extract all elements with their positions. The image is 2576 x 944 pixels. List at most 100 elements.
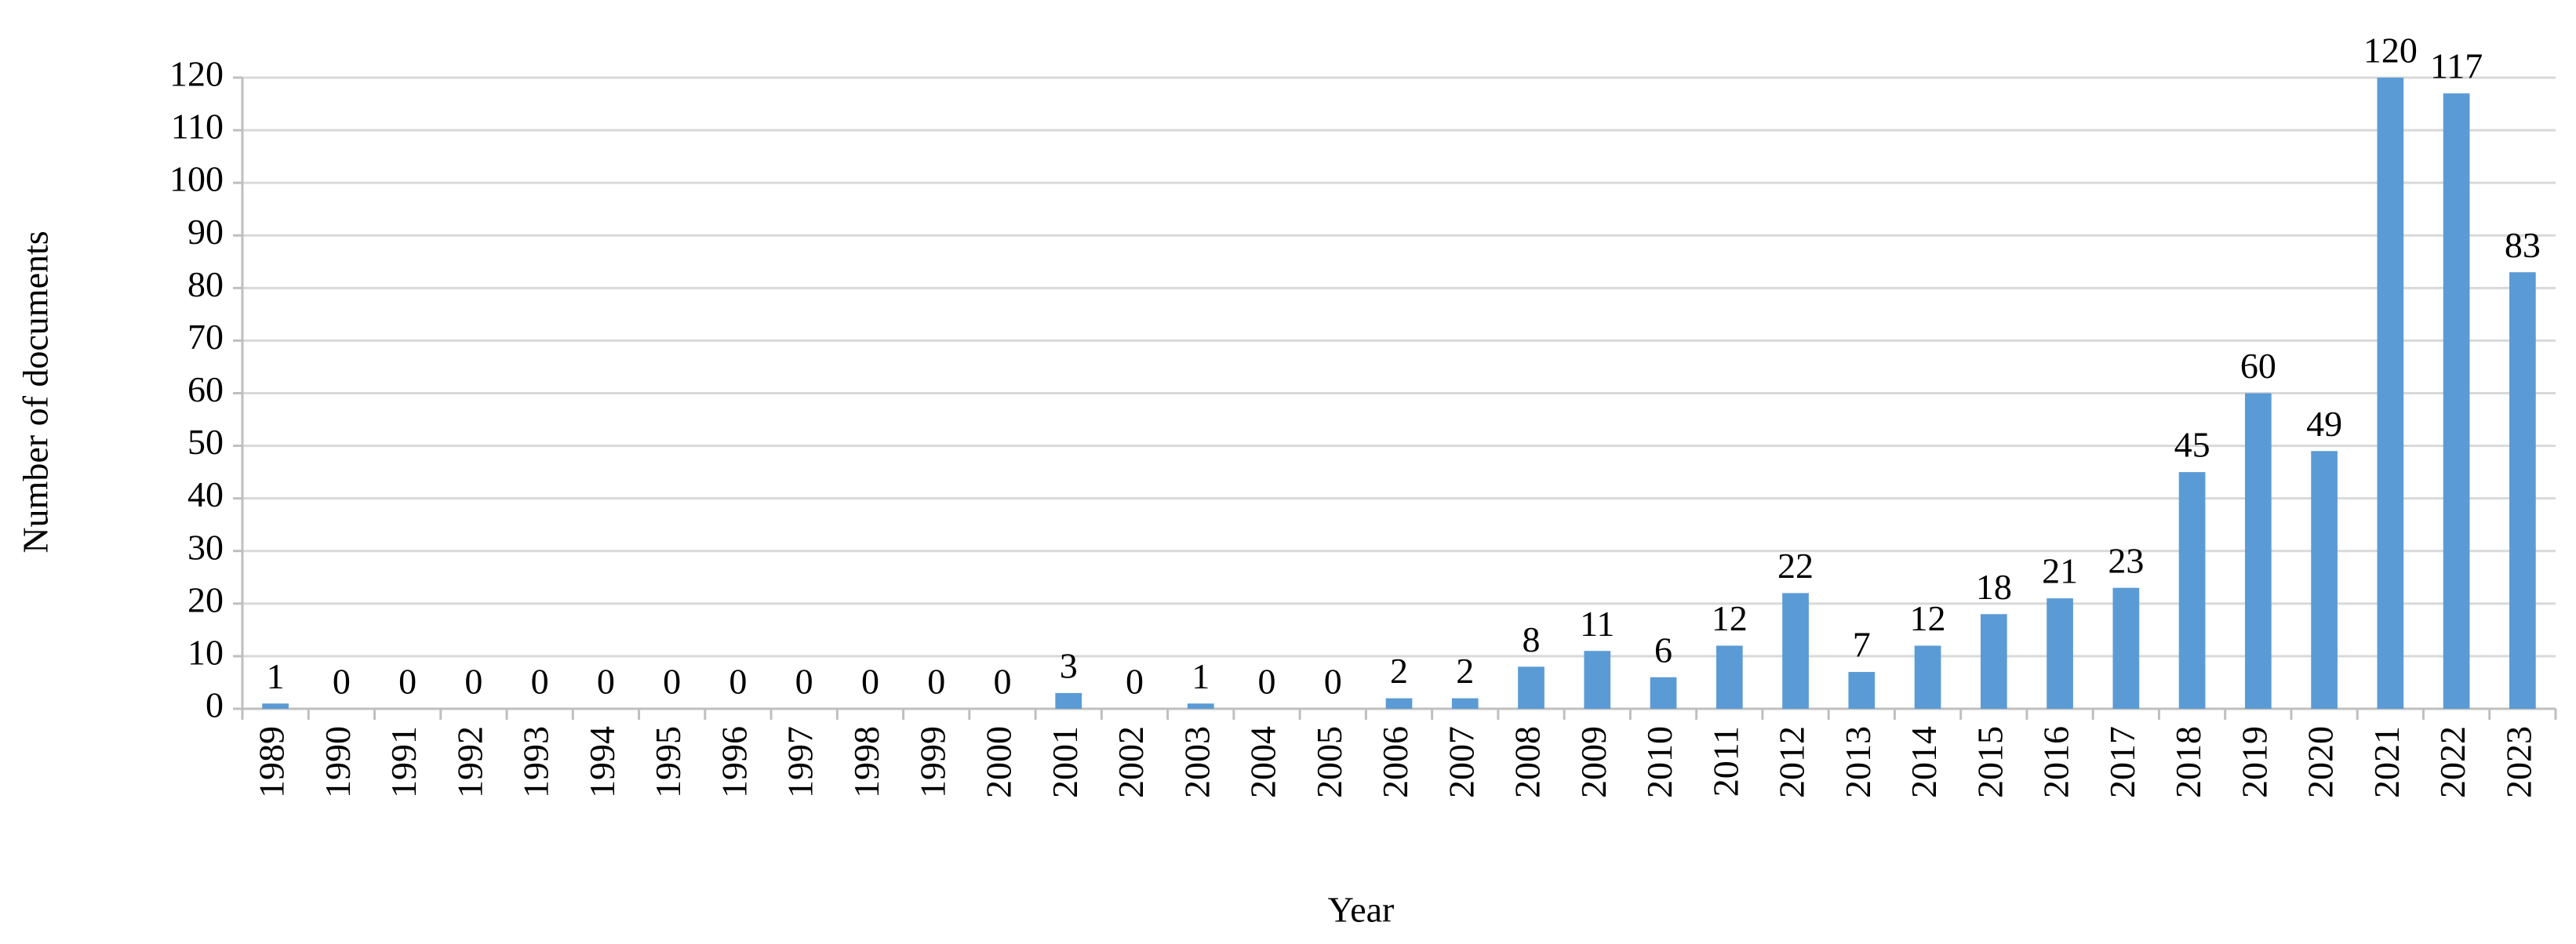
bar [2244, 393, 2272, 709]
y-tick-label: 60 [187, 369, 224, 409]
data-label: 0 [597, 662, 615, 702]
x-tick-label: 2011 [1705, 726, 1745, 797]
data-label: 2 [1456, 651, 1474, 691]
data-label: 0 [663, 662, 681, 702]
x-tick-label: 2007 [1441, 726, 1481, 798]
bar [262, 703, 289, 709]
data-label: 0 [861, 662, 879, 702]
y-tick-label: 20 [187, 579, 224, 619]
x-tick-label: 1998 [846, 726, 886, 798]
x-tick-label: 2020 [2301, 726, 2341, 798]
bar [2443, 93, 2470, 709]
x-tick-label: 1995 [648, 726, 688, 798]
x-tick-label: 1997 [780, 726, 820, 798]
x-tick-label: 2009 [1574, 726, 1614, 798]
data-label: 23 [2108, 540, 2144, 580]
y-tick-label: 10 [187, 632, 224, 672]
x-tick-label: 1992 [449, 726, 489, 798]
data-label: 12 [1910, 598, 1946, 638]
y-tick-label: 70 [187, 317, 224, 357]
bar [2311, 451, 2338, 709]
y-axis-label: Number of documents [16, 231, 56, 553]
data-label: 0 [993, 662, 1011, 702]
data-label: 0 [333, 662, 351, 702]
data-label: 60 [2240, 346, 2276, 386]
bar [2377, 78, 2404, 709]
y-tick-label: 50 [187, 422, 224, 462]
x-tick-label: 2013 [1838, 726, 1878, 798]
data-label: 0 [729, 662, 747, 702]
x-tick-label: 1996 [714, 726, 754, 798]
bar [2509, 272, 2536, 709]
bar [1055, 692, 1082, 709]
x-tick-label: 1989 [252, 726, 292, 798]
bar [1187, 703, 1214, 709]
y-tick-label: 100 [169, 159, 224, 199]
data-label: 11 [1580, 604, 1614, 644]
bar [2178, 472, 2206, 709]
x-tick-label: 1994 [582, 726, 622, 798]
bar [1584, 651, 1611, 709]
data-label: 21 [2042, 551, 2078, 591]
data-label: 117 [2430, 46, 2483, 86]
data-label: 0 [795, 662, 813, 702]
x-tick-label: 2022 [2432, 726, 2472, 798]
x-tick-label: 2023 [2498, 726, 2538, 798]
x-tick-label: 1990 [318, 726, 358, 798]
y-tick-label: 120 [169, 54, 224, 94]
data-label: 49 [2306, 404, 2342, 444]
x-tick-label: 1991 [384, 726, 424, 798]
x-tick-label: 2012 [1772, 726, 1812, 798]
bar [1518, 666, 1545, 709]
data-label: 0 [531, 662, 549, 702]
data-label: 6 [1654, 630, 1672, 670]
x-axis-label: Year [1328, 890, 1395, 930]
data-label: 0 [464, 662, 482, 702]
x-tick-label: 2004 [1243, 726, 1283, 798]
data-label: 0 [927, 662, 945, 702]
bar [1914, 645, 1941, 709]
y-tick-label: 0 [206, 685, 224, 725]
data-label: 120 [2363, 31, 2418, 71]
data-label: 45 [2174, 425, 2210, 465]
bar [1848, 672, 1876, 709]
data-label: 8 [1523, 619, 1541, 659]
bar [1782, 593, 1809, 709]
bar [1980, 614, 2007, 709]
data-label: 0 [1324, 662, 1342, 702]
data-label: 83 [2505, 225, 2541, 265]
x-tick-label: 2010 [1639, 726, 1679, 798]
x-tick-label: 2008 [1508, 726, 1548, 798]
x-tick-label: 2014 [1904, 726, 1944, 798]
y-tick-label: 110 [171, 107, 224, 147]
data-label: 0 [1257, 662, 1275, 702]
data-label: 22 [1777, 546, 1814, 586]
bar [1451, 698, 1479, 709]
data-label: 18 [1976, 567, 2012, 607]
y-tick-label: 30 [187, 527, 224, 567]
data-label: 12 [1712, 598, 1748, 638]
bar [1385, 698, 1413, 709]
data-label: 3 [1060, 645, 1078, 685]
x-tick-label: 2015 [1970, 726, 2010, 798]
x-tick-label: 2021 [2367, 726, 2407, 798]
y-tick-label: 80 [187, 264, 224, 304]
data-label: 7 [1853, 625, 1871, 665]
data-label: 0 [1126, 662, 1144, 702]
bar [1716, 645, 1743, 709]
x-tick-label: 2003 [1177, 726, 1217, 798]
bar [1650, 677, 1677, 709]
bar [2047, 598, 2073, 709]
data-label: 0 [398, 662, 417, 702]
data-label: 1 [1192, 656, 1210, 696]
x-tick-label: 2018 [2168, 726, 2208, 798]
x-tick-label: 2017 [2102, 726, 2142, 798]
x-tick-label: 1993 [516, 726, 556, 798]
y-tick-label: 40 [187, 474, 224, 514]
x-tick-label: 1999 [912, 726, 952, 798]
x-tick-label: 2001 [1045, 726, 1085, 798]
bar [2112, 587, 2140, 709]
y-tick-label: 90 [187, 212, 224, 252]
x-tick-label: 2000 [979, 726, 1019, 798]
